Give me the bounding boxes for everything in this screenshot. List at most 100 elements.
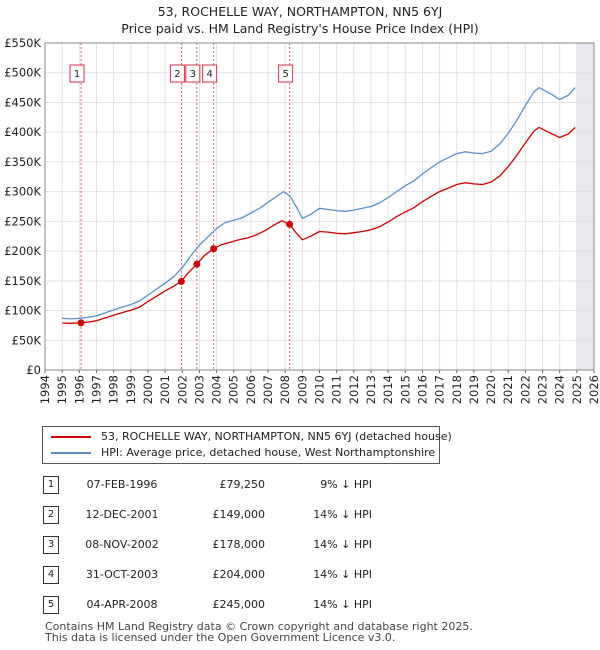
- title-line-1: 53, ROCHELLE WAY, NORTHAMPTON, NN5 6YJ: [157, 4, 443, 19]
- x-tick-label: 2007: [261, 375, 275, 404]
- price-chart: £0 £50K £100K £150K £200K £250K £300K £350K £400…: [4, 36, 600, 404]
- x-tick-label: 1999: [124, 375, 138, 404]
- sale-number-label: 4: [206, 69, 212, 80]
- y-tick-label: £100K: [4, 304, 41, 318]
- legend-label-property: 53, ROCHELLE WAY, NORTHAMPTON, NN5 6YJ (…: [101, 430, 452, 443]
- table-row: 2 12-DEC-2001 £149,000 14% ↓ HPI: [0, 505, 600, 525]
- sale-date: 07-FEB-1996: [86, 478, 158, 491]
- sale-number-badge: 5: [43, 596, 59, 614]
- table-row: 5 04-APR-2008 £245,000 14% ↓ HPI: [0, 595, 600, 615]
- sale-number-label: 3: [190, 69, 196, 80]
- chart-title: 53, ROCHELLE WAY, NORTHAMPTON, NN5 6YJ P…: [0, 3, 600, 37]
- x-tick-label: 2024: [553, 375, 567, 404]
- y-tick-label: £350K: [4, 155, 41, 169]
- x-tick-label: 2013: [364, 375, 378, 404]
- sale-price: £149,000: [212, 508, 266, 521]
- sale-number-badge: 3: [43, 536, 59, 554]
- x-tick-label: 2010: [313, 375, 327, 404]
- footer-attribution: Contains HM Land Registry data © Crown c…: [45, 621, 473, 643]
- y-tick-label: £400K: [4, 125, 41, 139]
- x-tick-label: 2020: [484, 375, 498, 404]
- sale-number-label: 5: [282, 69, 288, 80]
- y-tick-label: £300K: [4, 185, 41, 199]
- y-tick-label: £50K: [12, 333, 42, 347]
- x-tick-label: 2019: [467, 375, 481, 404]
- y-tick-label: £150K: [4, 274, 41, 288]
- title-line-2: Price paid vs. HM Land Registry's House …: [121, 21, 479, 36]
- y-tick-label: £250K: [4, 214, 41, 228]
- sale-number-box: [202, 64, 218, 83]
- x-tick-label: 2005: [227, 375, 241, 404]
- legend-swatch-hpi: [51, 452, 91, 454]
- legend-label-hpi: HPI: Average price, detached house, West…: [101, 446, 436, 459]
- y-tick-label: £200K: [4, 244, 41, 258]
- x-tick-label: 2023: [536, 375, 550, 404]
- sale-number-box: [69, 64, 85, 83]
- sale-number-badge: 1: [43, 476, 59, 494]
- sale-date: 08-NOV-2002: [85, 538, 159, 551]
- sale-price: £245,000: [212, 598, 266, 611]
- sale-point: [177, 277, 185, 285]
- sale-point: [193, 260, 201, 268]
- sale-hpi-diff: 9% ↓ HPI: [320, 478, 372, 491]
- x-tick-label: 2022: [518, 375, 532, 404]
- y-tick-label: £450K: [4, 95, 41, 109]
- sale-price: £204,000: [212, 568, 266, 581]
- footer-line-1: Contains HM Land Registry data © Crown c…: [45, 620, 473, 633]
- y-tick-label: £0: [26, 363, 41, 377]
- x-tick-label: 2009: [295, 375, 309, 404]
- table-row: 1 07-FEB-1996 £79,250 9% ↓ HPI: [0, 475, 600, 495]
- sale-date: 12-DEC-2001: [85, 508, 159, 521]
- x-tick-label: 2001: [158, 375, 172, 404]
- plot-frame: [44, 42, 595, 371]
- sale-point: [77, 319, 85, 327]
- x-tick-label: 1996: [72, 375, 86, 404]
- sale-number-box: [185, 64, 201, 83]
- x-tick-label: 2015: [398, 375, 412, 404]
- x-tick-label: 2026: [587, 375, 600, 404]
- sale-number-label: 2: [174, 69, 180, 80]
- footer-line-2: This data is licensed under the Open Gov…: [45, 631, 396, 644]
- x-tick-label: 2016: [415, 375, 429, 404]
- x-tick-label: 1994: [38, 375, 52, 404]
- sale-number-label: 1: [74, 69, 80, 80]
- x-tick-label: 2006: [244, 375, 258, 404]
- legend-swatch-property: [51, 436, 91, 438]
- x-tick-label: 2025: [570, 375, 584, 404]
- sale-price: £178,000: [212, 538, 266, 551]
- x-tick-label: 2011: [330, 375, 344, 404]
- chart-legend: 53, ROCHELLE WAY, NORTHAMPTON, NN5 6YJ (…: [42, 426, 452, 464]
- sale-hpi-diff: 14% ↓ HPI: [313, 538, 372, 551]
- y-tick-label: £500K: [4, 66, 41, 80]
- x-tick-label: 2018: [450, 375, 464, 404]
- table-row: 4 31-OCT-2003 £204,000 14% ↓ HPI: [0, 565, 600, 585]
- sale-point: [210, 245, 218, 253]
- sale-point: [286, 220, 294, 228]
- x-tick-label: 1997: [89, 375, 103, 404]
- x-tick-label: 1995: [55, 375, 69, 404]
- hpi-series-line: [62, 86, 576, 320]
- x-tick-label: 2003: [192, 375, 206, 404]
- legend-item-hpi: HPI: Average price, detached house, West…: [51, 445, 435, 461]
- y-tick-label: £550K: [4, 36, 41, 50]
- x-tick-label: 2014: [381, 375, 395, 404]
- x-tick-label: 2008: [278, 375, 292, 404]
- sale-hpi-diff: 14% ↓ HPI: [313, 568, 372, 581]
- sale-date: 31-OCT-2003: [85, 568, 159, 581]
- sale-number-badge: 4: [43, 566, 59, 584]
- x-tick-label: 2012: [347, 375, 361, 404]
- sale-number-box: [169, 64, 185, 83]
- property-series-line: [62, 126, 576, 324]
- sale-hpi-diff: 14% ↓ HPI: [313, 508, 372, 521]
- x-tick-label: 2021: [501, 375, 515, 404]
- sale-hpi-diff: 14% ↓ HPI: [313, 598, 372, 611]
- table-row: 3 08-NOV-2002 £178,000 14% ↓ HPI: [0, 535, 600, 555]
- x-tick-label: 2000: [141, 375, 155, 404]
- future-shade: [576, 43, 594, 370]
- x-tick-label: 2004: [210, 375, 224, 404]
- sale-number-box: [278, 64, 294, 83]
- x-tick-label: 1998: [107, 375, 121, 404]
- x-tick-label: 2017: [433, 375, 447, 404]
- x-tick-label: 2002: [175, 375, 189, 404]
- legend-item-property: 53, ROCHELLE WAY, NORTHAMPTON, NN5 6YJ (…: [51, 429, 452, 445]
